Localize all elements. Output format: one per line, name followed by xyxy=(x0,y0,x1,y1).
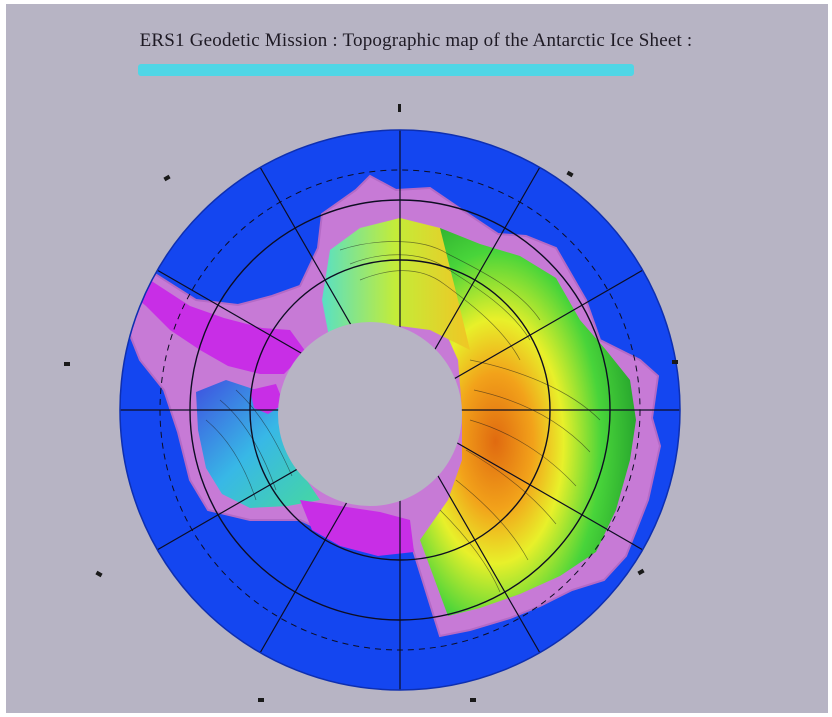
antarctic-peninsula xyxy=(120,270,306,374)
elevation-contours xyxy=(205,241,601,593)
polar-data-gap xyxy=(278,322,462,506)
meridian-ticks xyxy=(64,104,678,702)
map-title: ERS1 Geodetic Mission : Topographic map … xyxy=(139,30,693,51)
east-antarctica xyxy=(420,228,636,616)
west-antarctica xyxy=(196,380,320,508)
disc-outline xyxy=(119,129,681,691)
filchner-ice-shelf xyxy=(250,384,284,414)
ross-ice-shelf xyxy=(300,500,414,556)
subtitle-band xyxy=(138,64,634,76)
central-plateau xyxy=(322,218,470,350)
